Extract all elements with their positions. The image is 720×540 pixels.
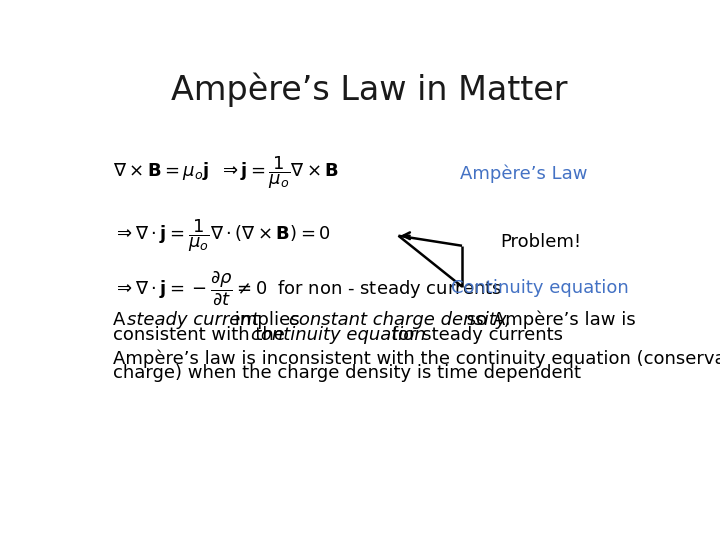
Text: for steady currents: for steady currents: [386, 326, 563, 343]
Text: implies: implies: [230, 311, 306, 329]
Text: $\Rightarrow\nabla\cdot\mathbf{j}=-\dfrac{\partial\rho}{\partial t}\neq 0\;$ for: $\Rightarrow\nabla\cdot\mathbf{j}=-\dfra…: [113, 269, 503, 307]
Text: A: A: [113, 311, 131, 329]
Text: consistent with the: consistent with the: [113, 326, 291, 343]
Text: charge) when the charge density is time dependent: charge) when the charge density is time …: [113, 364, 581, 382]
Text: Continuity equation: Continuity equation: [451, 279, 629, 297]
Text: Problem!: Problem!: [500, 233, 582, 251]
Text: Ampère’s Law: Ampère’s Law: [460, 165, 588, 184]
Text: Ampère’s Law in Matter: Ampère’s Law in Matter: [171, 72, 567, 107]
Text: so Ampère’s law is: so Ampère’s law is: [461, 310, 635, 329]
Text: steady current: steady current: [127, 311, 259, 329]
Text: $\Rightarrow\nabla\cdot\mathbf{j}=\dfrac{1}{\mu_o}\nabla\cdot\left(\nabla\times\: $\Rightarrow\nabla\cdot\mathbf{j}=\dfrac…: [113, 218, 331, 254]
Text: constant charge density,: constant charge density,: [289, 311, 510, 329]
Text: Ampère’s law is inconsistent with the continuity equation (conservation of: Ampère’s law is inconsistent with the co…: [113, 349, 720, 368]
Text: $\nabla\times\mathbf{B} =\mu_o\mathbf{j}\;\;\Rightarrow\mathbf{j}=\dfrac{1}{\mu_: $\nabla\times\mathbf{B} =\mu_o\mathbf{j}…: [113, 154, 340, 191]
Text: continuity equation: continuity equation: [251, 326, 426, 343]
